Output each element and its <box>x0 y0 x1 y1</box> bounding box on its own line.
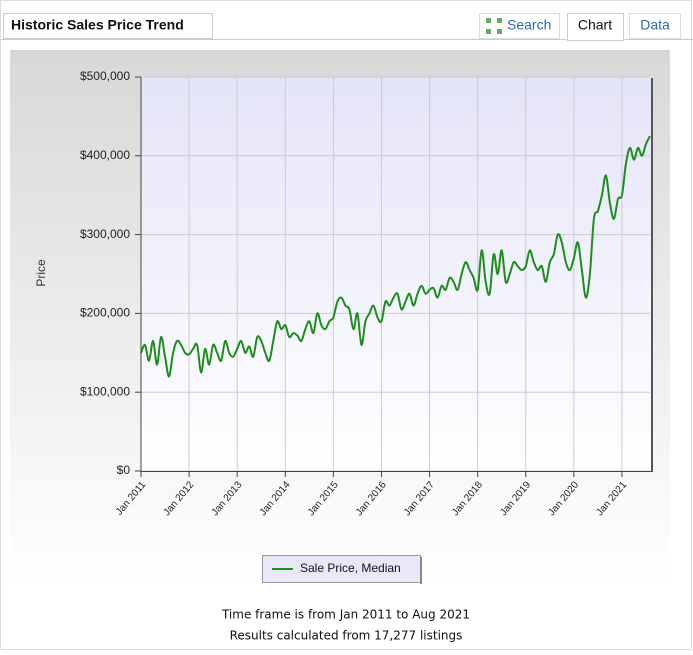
tab-label[interactable]: Data <box>640 17 670 33</box>
title-box <box>3 13 213 39</box>
footer-note: Results calculated from 17,277 listings <box>230 629 463 643</box>
y-tick-label: $0 <box>117 463 131 477</box>
series-line <box>140 135 651 378</box>
y-tick-label: $200,000 <box>80 306 130 320</box>
search-icon <box>486 18 502 34</box>
y-tick-label: $500,000 <box>80 69 130 83</box>
footer-note: Time frame is from Jan 2011 to Aug 2021 <box>221 608 470 622</box>
tab-label[interactable]: Chart <box>578 17 612 33</box>
legend-label: Sale Price, Median <box>300 561 401 575</box>
tab-label[interactable]: Search <box>507 17 551 33</box>
y-tick-label: $100,000 <box>80 384 130 398</box>
tab-data[interactable] <box>629 13 681 39</box>
marks <box>140 135 651 378</box>
widget-title: Historic Sales Price Trend <box>11 17 184 33</box>
y-axis-label: Price <box>34 259 48 287</box>
y-tick-label: $400,000 <box>80 148 130 162</box>
tab-chart[interactable] <box>567 13 624 41</box>
tab-search[interactable] <box>479 13 560 39</box>
plot-area <box>141 77 651 471</box>
y-tick-label: $300,000 <box>80 227 130 241</box>
